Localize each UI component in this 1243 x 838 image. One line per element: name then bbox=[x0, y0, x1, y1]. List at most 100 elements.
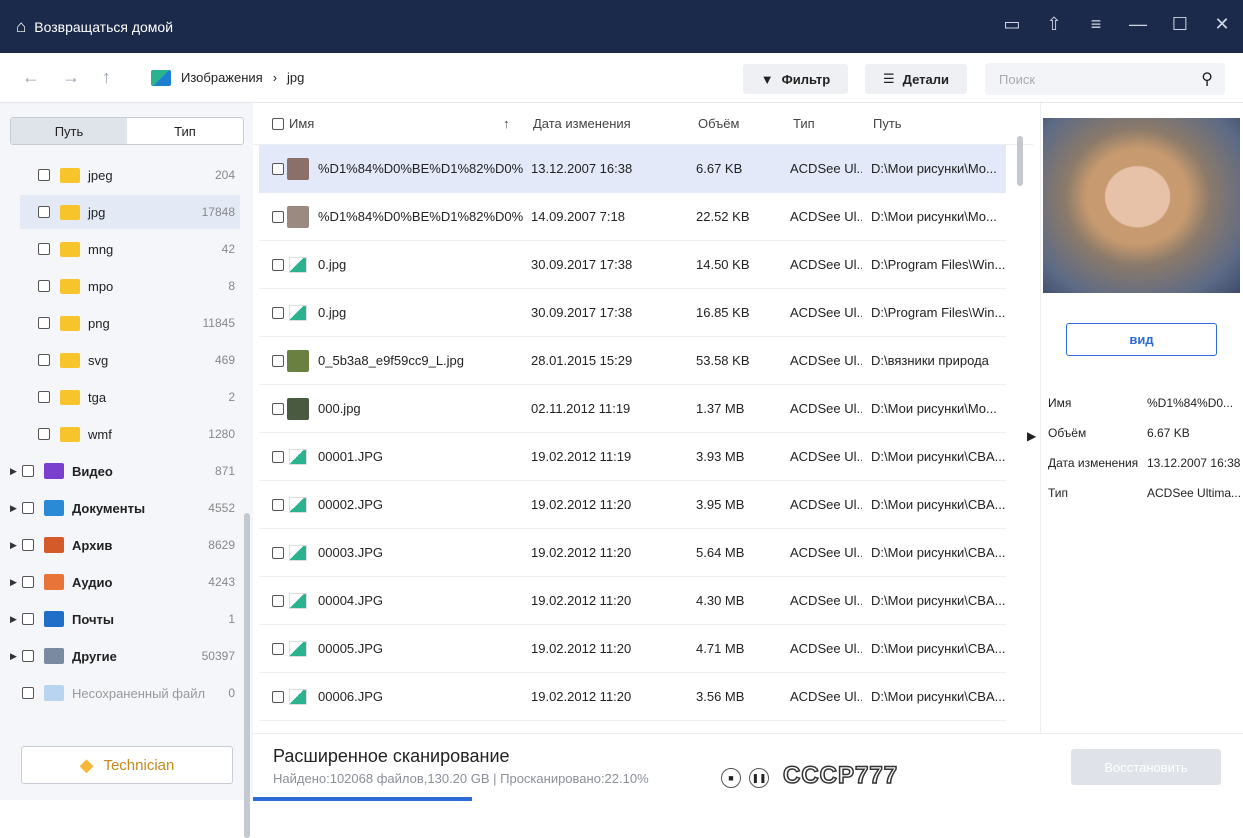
checkbox[interactable] bbox=[38, 280, 50, 292]
row-checkbox[interactable] bbox=[272, 162, 284, 175]
column-name[interactable]: Имя bbox=[289, 116, 315, 131]
row-checkbox[interactable] bbox=[272, 258, 284, 271]
chevron-right-icon: › bbox=[272, 70, 278, 85]
maximize-button[interactable]: ☐ bbox=[1171, 14, 1189, 34]
sidebar-item-Почты[interactable]: ▶ Почты 1 bbox=[10, 602, 240, 636]
view-button[interactable]: вид bbox=[1066, 323, 1217, 356]
tab-path[interactable]: Путь bbox=[11, 118, 127, 144]
row-checkbox[interactable] bbox=[272, 642, 284, 655]
checkbox[interactable] bbox=[38, 354, 50, 366]
menu-icon[interactable]: ≡ bbox=[1090, 14, 1102, 34]
expand-arrow-icon[interactable]: ▶ bbox=[10, 650, 17, 661]
checkbox[interactable] bbox=[38, 243, 50, 255]
pause-button[interactable]: ❚❚ bbox=[749, 768, 769, 788]
collapse-arrow-icon[interactable]: ▶ bbox=[1027, 429, 1037, 443]
checkbox[interactable] bbox=[38, 317, 50, 329]
sidebar-item-tga[interactable]: tga 2 bbox=[20, 380, 240, 414]
table-row[interactable]: 00004.JPG 19.02.2012 11:20 4.30 MB ACDSe… bbox=[259, 577, 1006, 625]
sidebar-item-svg[interactable]: svg 469 bbox=[20, 343, 240, 377]
checkbox[interactable] bbox=[22, 576, 34, 588]
folder-icon bbox=[60, 426, 80, 442]
column-size[interactable]: Объём bbox=[698, 116, 740, 131]
sidebar-item-Архив[interactable]: ▶ Архив 8629 bbox=[10, 528, 240, 562]
sort-up-icon[interactable]: ↑ bbox=[503, 116, 510, 131]
technician-button[interactable]: ◆ Technician bbox=[21, 746, 233, 784]
file-type: ACDSee Ul... bbox=[790, 257, 862, 272]
table-row[interactable]: 00006.JPG 19.02.2012 11:20 3.56 MB ACDSe… bbox=[259, 673, 1006, 721]
table-row[interactable]: 0.jpg 30.09.2017 17:38 16.85 KB ACDSee U… bbox=[259, 289, 1006, 337]
row-checkbox[interactable] bbox=[272, 306, 284, 319]
table-row[interactable]: 000.jpg 02.11.2012 11:19 1.37 MB ACDSee … bbox=[259, 385, 1006, 433]
row-checkbox[interactable] bbox=[272, 450, 284, 463]
expand-arrow-icon[interactable]: ▶ bbox=[10, 465, 17, 476]
restore-button[interactable]: Восстановить bbox=[1071, 749, 1221, 785]
breadcrumb-item[interactable]: Изображения bbox=[181, 70, 263, 85]
table-row[interactable]: 0_5b3a8_e9f59cc9_L.jpg 28.01.2015 15:29 … bbox=[259, 337, 1006, 385]
table-row[interactable]: 00005.JPG 19.02.2012 11:20 4.71 MB ACDSe… bbox=[259, 625, 1006, 673]
tab-type[interactable]: Тип bbox=[174, 123, 196, 139]
sidebar-item-Видео[interactable]: ▶ Видео 871 bbox=[10, 454, 240, 488]
sidebar-item-jpg[interactable]: jpg 17848 bbox=[20, 195, 240, 229]
table-row[interactable]: %D1%84%D0%BE%D1%82%D0%... 14.09.2007 7:1… bbox=[259, 193, 1006, 241]
row-checkbox[interactable] bbox=[272, 546, 284, 559]
expand-arrow-icon[interactable]: ▶ bbox=[10, 613, 17, 624]
search-input[interactable]: Поиск ⚲ bbox=[985, 63, 1225, 95]
sidebar-item-png[interactable]: png 11845 bbox=[20, 306, 240, 340]
table-row[interactable]: 00001.JPG 19.02.2012 11:19 3.93 MB ACDSe… bbox=[259, 433, 1006, 481]
expand-arrow-icon[interactable]: ▶ bbox=[10, 502, 17, 513]
checkbox[interactable] bbox=[38, 428, 50, 440]
row-checkbox[interactable] bbox=[272, 210, 284, 223]
stop-button[interactable]: ■ bbox=[721, 768, 741, 788]
column-type[interactable]: Тип bbox=[793, 116, 815, 131]
sidebar-item-Документы[interactable]: ▶ Документы 4552 bbox=[10, 491, 240, 525]
file-type: ACDSee Ul... bbox=[790, 593, 862, 608]
home-button[interactable]: ⌂ Возвращаться домой bbox=[16, 17, 173, 37]
sidebar-item-Другие[interactable]: ▶ Другие 50397 bbox=[10, 639, 240, 673]
table-row[interactable]: %D1%84%D0%BE%D1%82%D0%... 13.12.2007 16:… bbox=[259, 145, 1006, 193]
row-checkbox[interactable] bbox=[272, 354, 284, 367]
table-row[interactable]: 0.jpg 30.09.2017 17:38 14.50 KB ACDSee U… bbox=[259, 241, 1006, 289]
row-checkbox[interactable] bbox=[272, 594, 284, 607]
sidebar-item-mpo[interactable]: mpo 8 bbox=[20, 269, 240, 303]
table-row[interactable]: 00002.JPG 19.02.2012 11:20 3.95 MB ACDSe… bbox=[259, 481, 1006, 529]
filter-button[interactable]: ▼ Фильтр bbox=[743, 64, 848, 94]
minimize-button[interactable]: — bbox=[1129, 14, 1147, 34]
sidebar-item-Аудио[interactable]: ▶ Аудио 4243 bbox=[10, 565, 240, 599]
property-label: Имя bbox=[1048, 396, 1072, 410]
column-path[interactable]: Путь bbox=[873, 116, 902, 131]
checkbox[interactable] bbox=[38, 391, 50, 403]
search-icon[interactable]: ⚲ bbox=[1201, 71, 1213, 88]
table-row[interactable]: 00003.JPG 19.02.2012 11:20 5.64 MB ACDSe… bbox=[259, 529, 1006, 577]
row-checkbox[interactable] bbox=[272, 498, 284, 511]
details-button[interactable]: ☰ Детали bbox=[865, 64, 967, 94]
checkbox[interactable] bbox=[22, 502, 34, 514]
checkbox[interactable] bbox=[22, 465, 34, 477]
forward-arrow-icon[interactable]: → bbox=[62, 67, 80, 87]
expand-arrow-icon[interactable]: ▶ bbox=[10, 576, 17, 587]
close-button[interactable]: ✕ bbox=[1214, 14, 1230, 34]
expand-arrow-icon[interactable]: ▶ bbox=[10, 539, 17, 550]
column-date[interactable]: Дата изменения bbox=[533, 116, 631, 131]
checkbox[interactable] bbox=[38, 206, 50, 218]
sidebar-scrollbar[interactable] bbox=[244, 513, 250, 838]
breadcrumb-item[interactable]: jpg bbox=[287, 70, 305, 85]
checkbox[interactable] bbox=[22, 650, 34, 662]
row-checkbox[interactable] bbox=[272, 402, 284, 415]
checkbox[interactable] bbox=[22, 687, 34, 699]
select-all-checkbox[interactable] bbox=[272, 117, 284, 130]
back-arrow-icon[interactable]: ← bbox=[22, 67, 40, 87]
sidebar-item-Несохраненный файл[interactable]: Несохраненный файл 0 bbox=[10, 676, 240, 710]
upload-icon[interactable]: ⇧ bbox=[1046, 14, 1062, 34]
sidebar-item-mng[interactable]: mng 42 bbox=[20, 232, 240, 266]
feedback-icon[interactable]: ▭ bbox=[1003, 14, 1021, 34]
up-arrow-icon[interactable]: ↑ bbox=[102, 67, 111, 87]
sidebar-item-wmf[interactable]: wmf 1280 bbox=[20, 417, 240, 451]
checkbox[interactable] bbox=[22, 613, 34, 625]
checkbox[interactable] bbox=[38, 169, 50, 181]
file-date: 14.09.2007 7:18 bbox=[531, 209, 625, 224]
list-scrollbar[interactable] bbox=[1017, 136, 1023, 186]
row-checkbox[interactable] bbox=[272, 690, 284, 703]
sidebar-item-jpeg[interactable]: jpeg 204 bbox=[20, 158, 240, 192]
item-count: 8 bbox=[228, 279, 235, 293]
checkbox[interactable] bbox=[22, 539, 34, 551]
